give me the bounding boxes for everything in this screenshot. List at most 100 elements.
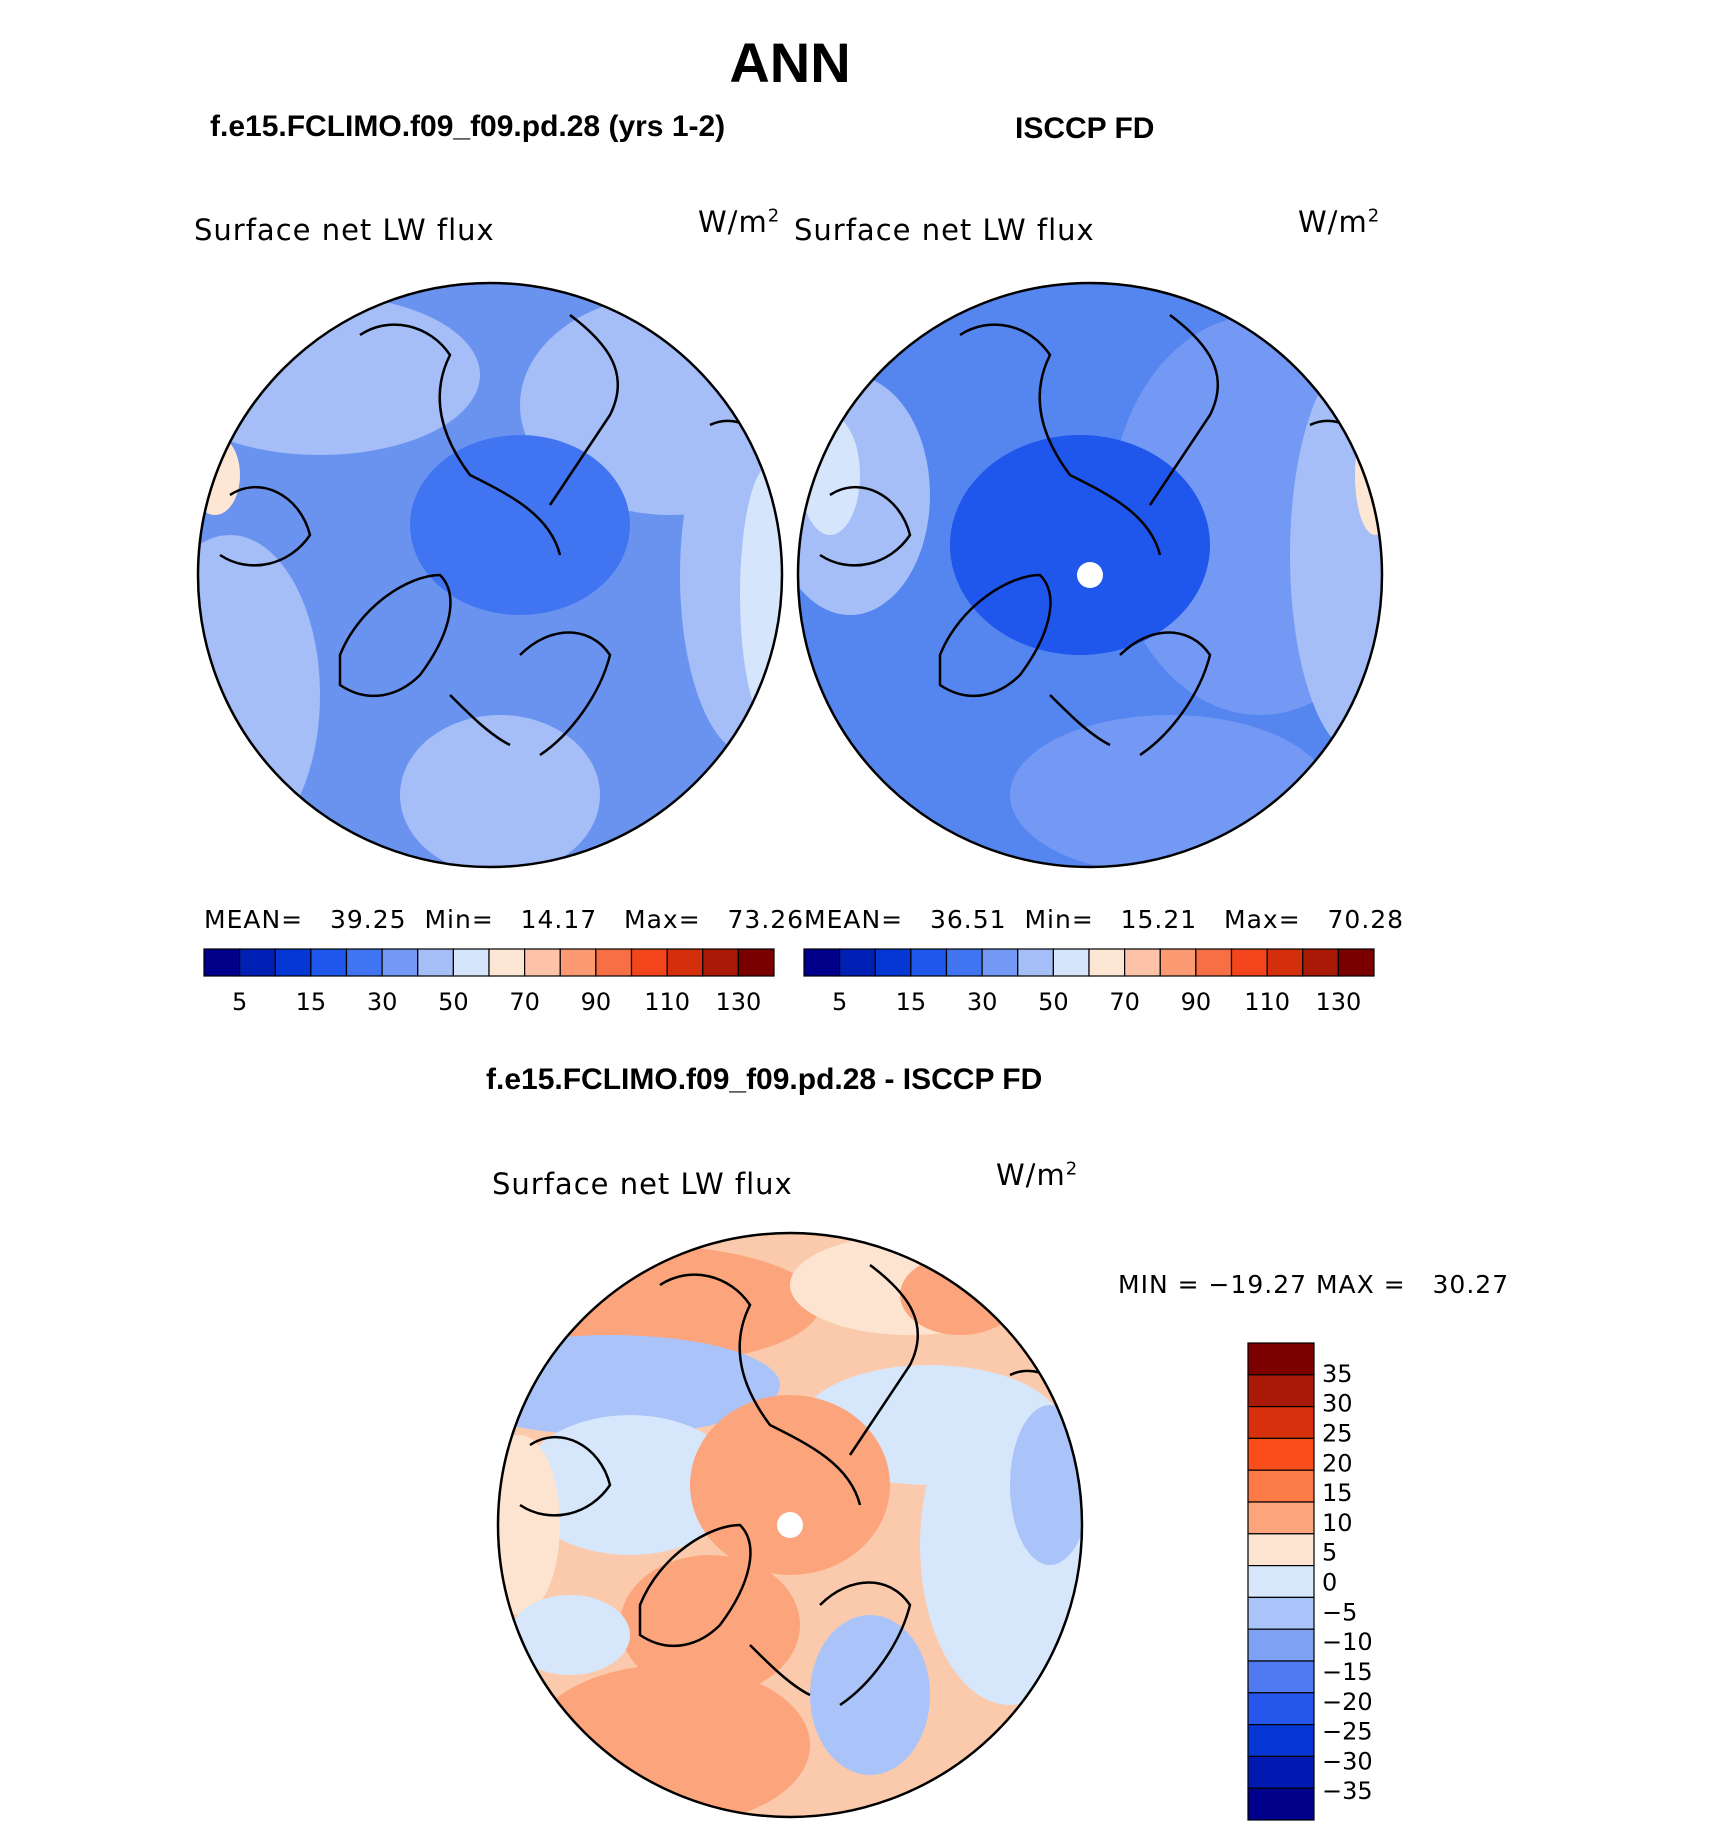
obs-heading: ISCCP FD xyxy=(1015,112,1155,145)
model-colorbar-label-2: 30 xyxy=(367,988,398,1016)
difference-min-value: −19.27 xyxy=(1208,1270,1308,1299)
obs-colorbar-swatch-12 xyxy=(1230,948,1268,977)
model-colorbar-swatch-6 xyxy=(417,948,454,977)
model-colorbar-swatch-10 xyxy=(559,948,597,977)
difference-variable-label: Surface net LW flux xyxy=(492,1167,793,1201)
obs-colorbar-swatch-7 xyxy=(1052,948,1090,977)
model-variable-label: Surface net LW flux xyxy=(194,213,495,247)
obs-min-label: Min= xyxy=(1024,905,1094,934)
model-min-label: Min= xyxy=(424,905,494,934)
obs-colorbar-label-3: 50 xyxy=(1038,988,1069,1016)
model-mean-value: 39.25 xyxy=(329,905,407,934)
obs-colorbar-swatch-0 xyxy=(803,948,841,977)
difference-colorbar-swatch-3 xyxy=(1247,1437,1315,1471)
difference-colorbar-label-0: 35 xyxy=(1322,1360,1353,1388)
difference-colorbar-swatch-13 xyxy=(1247,1755,1315,1789)
obs-colorbar-swatch-10 xyxy=(1159,948,1197,977)
difference-heading: f.e15.FCLIMO.f09_f09.pd.28 - ISCCP FD xyxy=(486,1063,1043,1096)
difference-colorbar-label-1: 30 xyxy=(1322,1390,1353,1418)
difference-max-label: MAX = xyxy=(1315,1270,1406,1299)
model-colorbar-swatch-12 xyxy=(630,948,668,977)
obs-units-exp: 2 xyxy=(1367,205,1381,227)
model-stats: MEAN= 39.25 Min= 14.17 Max= 73.26 xyxy=(204,905,804,934)
model-map-border xyxy=(196,281,784,869)
model-colorbar-swatch-0 xyxy=(203,948,241,977)
difference-colorbar-label-14: −35 xyxy=(1322,1777,1373,1805)
model-mean-label: MEAN= xyxy=(204,905,304,934)
difference-colorbar-swatch-10 xyxy=(1247,1660,1315,1694)
difference-colorbar-swatch-12 xyxy=(1247,1724,1315,1758)
obs-variable-label: Surface net LW flux xyxy=(794,213,1095,247)
difference-colorbar-label-8: −5 xyxy=(1322,1598,1357,1626)
model-coastlines xyxy=(219,314,766,757)
obs-colorbar-swatch-4 xyxy=(945,948,983,977)
obs-colorbar: 5 15 30 50 70 90 110 130 xyxy=(803,948,1375,1016)
model-colorbar-swatch-4 xyxy=(345,948,383,977)
model-units-exp: 2 xyxy=(767,205,781,227)
obs-colorbar-label-7: 130 xyxy=(1315,988,1361,1016)
difference-contour-regions xyxy=(498,1235,1082,1817)
obs-colorbar-swatch-6 xyxy=(1017,948,1054,977)
obs-colorbar-swatch-13 xyxy=(1266,948,1304,977)
difference-colorbar-swatch-1 xyxy=(1247,1374,1315,1408)
model-heading: f.e15.FCLIMO.f09_f09.pd.28 (yrs 1-2) xyxy=(210,110,726,143)
model-units: W/m2 xyxy=(698,205,780,239)
difference-colorbar-label-13: −30 xyxy=(1322,1747,1373,1775)
model-colorbar-swatch-9 xyxy=(524,948,561,977)
model-colorbar-label-7: 130 xyxy=(715,988,761,1016)
obs-colorbar-swatch-8 xyxy=(1088,948,1126,977)
difference-units-exp: 2 xyxy=(1065,1158,1079,1180)
difference-min-label: MIN = xyxy=(1118,1270,1200,1299)
model-colorbar-swatch-14 xyxy=(702,948,739,977)
obs-colorbar-label-1: 15 xyxy=(896,988,927,1016)
obs-colorbar-swatch-15 xyxy=(1337,948,1375,977)
model-colorbar-swatch-11 xyxy=(595,948,633,977)
obs-colorbar-label-4: 70 xyxy=(1109,988,1140,1016)
model-colorbar-label-4: 70 xyxy=(509,988,540,1016)
model-colorbar-swatch-7 xyxy=(452,948,490,977)
difference-polar-map xyxy=(496,1231,1084,1819)
model-max-label: Max= xyxy=(624,905,701,934)
difference-colorbar-label-2: 25 xyxy=(1322,1419,1353,1447)
model-colorbar-swatch-3 xyxy=(310,948,348,977)
model-colorbar-swatch-13 xyxy=(666,948,704,977)
model-colorbar: 5 15 30 50 70 90 110 130 xyxy=(203,948,775,1016)
model-units-base: W/m xyxy=(698,205,768,239)
obs-map-border xyxy=(796,281,1384,869)
model-colorbar-label-3: 50 xyxy=(438,988,469,1016)
obs-max-label: Max= xyxy=(1224,905,1301,934)
difference-colorbar-label-12: −25 xyxy=(1322,1718,1373,1746)
model-colorbar-swatch-2 xyxy=(274,948,312,977)
difference-colorbar-swatch-4 xyxy=(1247,1469,1315,1503)
difference-colorbar-swatch-11 xyxy=(1247,1692,1315,1726)
model-min-value: 14.17 xyxy=(520,905,598,934)
model-colorbar-label-5: 90 xyxy=(581,988,612,1016)
model-colorbar-swatch-1 xyxy=(239,948,276,977)
obs-polar-map xyxy=(796,281,1384,869)
obs-colorbar-label-2: 30 xyxy=(967,988,998,1016)
main-title: ANN xyxy=(729,31,851,94)
obs-mean-value: 36.51 xyxy=(929,905,1007,934)
difference-minmax: MIN = −19.27 MAX = 30.27 xyxy=(1118,1270,1509,1299)
difference-colorbar-swatch-5 xyxy=(1247,1501,1315,1535)
difference-units-base: W/m xyxy=(996,1158,1066,1192)
obs-units: W/m2 xyxy=(1298,205,1380,239)
obs-stats: MEAN= 36.51 Min= 15.21 Max= 70.28 xyxy=(804,905,1404,934)
obs-pole-hole xyxy=(1077,562,1103,588)
difference-colorbar-label-11: −20 xyxy=(1322,1688,1373,1716)
difference-colorbar-swatch-7 xyxy=(1247,1565,1315,1599)
difference-units: W/m2 xyxy=(996,1158,1078,1192)
obs-colorbar-swatch-3 xyxy=(910,948,948,977)
obs-colorbar-label-0: 5 xyxy=(832,988,847,1016)
obs-colorbar-label-5: 90 xyxy=(1181,988,1212,1016)
obs-colorbar-swatch-11 xyxy=(1195,948,1233,977)
difference-colorbar-swatch-9 xyxy=(1247,1628,1315,1662)
model-colorbar-swatch-5 xyxy=(381,948,419,977)
model-colorbar-label-0: 5 xyxy=(232,988,247,1016)
difference-colorbar-label-10: −15 xyxy=(1322,1658,1373,1686)
obs-colorbar-swatch-2 xyxy=(874,948,912,977)
obs-colorbar-label-6: 110 xyxy=(1244,988,1290,1016)
obs-max-value: 70.28 xyxy=(1327,905,1405,934)
difference-colorbar-label-3: 20 xyxy=(1322,1449,1353,1477)
